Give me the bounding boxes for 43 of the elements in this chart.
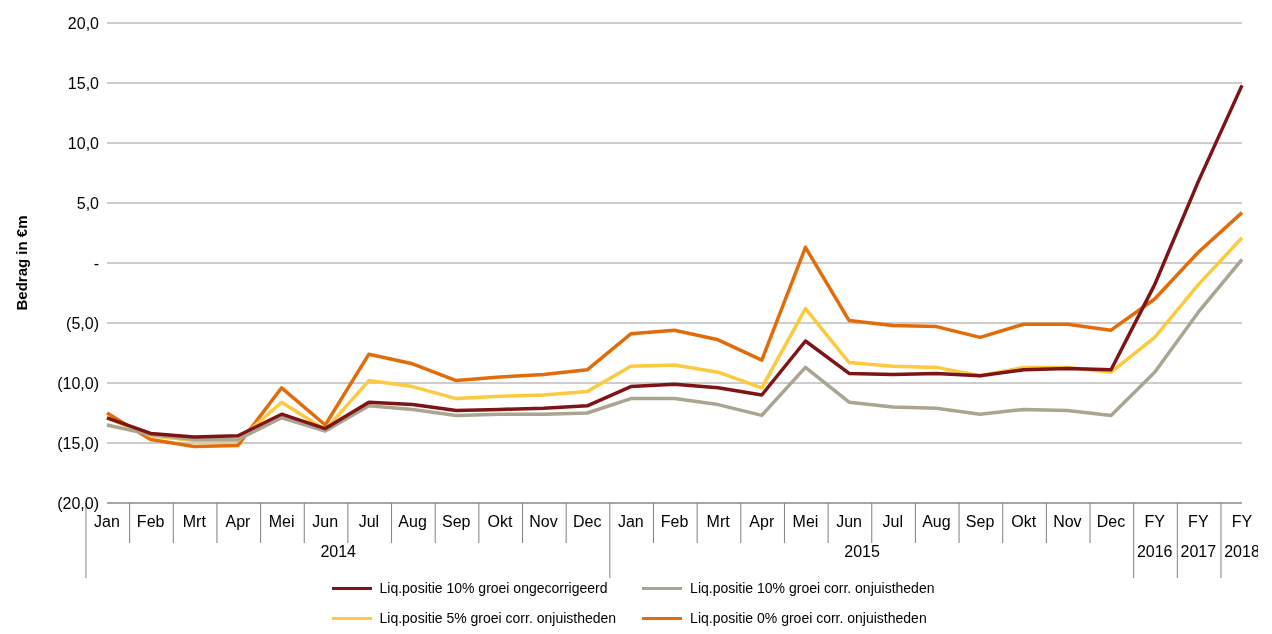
x-tick-label: Feb xyxy=(660,513,689,530)
y-tick-label: (5,0) xyxy=(66,314,99,332)
x-tick-label: FY 2016 xyxy=(1136,513,1173,560)
y-tick-label: 15,0 xyxy=(67,74,100,92)
x-tick-label: Nov xyxy=(529,513,558,530)
y-tick-label: 20,0 xyxy=(67,14,100,32)
legend-label: Liq.positie 5% groei corr. onjuistheden xyxy=(379,610,617,626)
y-axis-title: Bedrag in €m xyxy=(13,215,31,311)
x-tick-label: Mei xyxy=(268,513,295,530)
legend-label: Liq.positie 0% groei corr. onjuistheden xyxy=(690,610,927,626)
legend-label: Liq.positie 10% groei corr. onjuistheden xyxy=(690,580,935,596)
x-tick-label: Jun xyxy=(312,513,339,530)
y-tick-label: 10,0 xyxy=(67,134,100,152)
x-tick-label: Sep xyxy=(965,513,995,530)
y-tick-label: (20,0) xyxy=(57,494,99,512)
x-tick-label: Jan xyxy=(94,513,120,530)
x-tick-label: Mrt xyxy=(182,513,207,530)
x-tick-label: Jun xyxy=(836,513,863,530)
x-tick-label: Mrt xyxy=(706,513,731,530)
y-tick-label: (15,0) xyxy=(57,434,99,452)
x-tick-label: Jan xyxy=(617,513,644,530)
x-tick-label: Nov xyxy=(1053,513,1082,530)
line-series xyxy=(105,83,1244,439)
x-tick-label: Dec xyxy=(572,513,602,530)
x-tick-label: Sep xyxy=(442,513,471,530)
x-tick-label: Apr xyxy=(225,513,252,530)
y-tick-label: 5,0 xyxy=(76,194,100,212)
x-tick-label: Jul xyxy=(358,513,380,530)
y-tick-label: (10,0) xyxy=(57,374,99,392)
y-tick-label: - xyxy=(93,254,99,272)
x-tick-label: Feb xyxy=(136,513,165,530)
text: 2015 xyxy=(844,543,880,560)
x-tick-label: Jul xyxy=(882,513,903,530)
x-tick-label: FY 2017 xyxy=(1180,513,1217,560)
x-tick-label: Dec xyxy=(1096,513,1126,530)
text: 2014 xyxy=(320,543,357,560)
x-tick-label: Apr xyxy=(749,513,775,530)
x-tick-label: Okt xyxy=(1011,513,1037,530)
x-tick-label: Okt xyxy=(487,513,513,530)
legend-label: Liq.positie 10% groei ongecorrigeerd xyxy=(379,580,608,596)
x-tick-label: Mei xyxy=(792,513,819,530)
x-tick-label: Aug xyxy=(398,513,427,530)
x-tick-label: Aug xyxy=(922,513,951,530)
